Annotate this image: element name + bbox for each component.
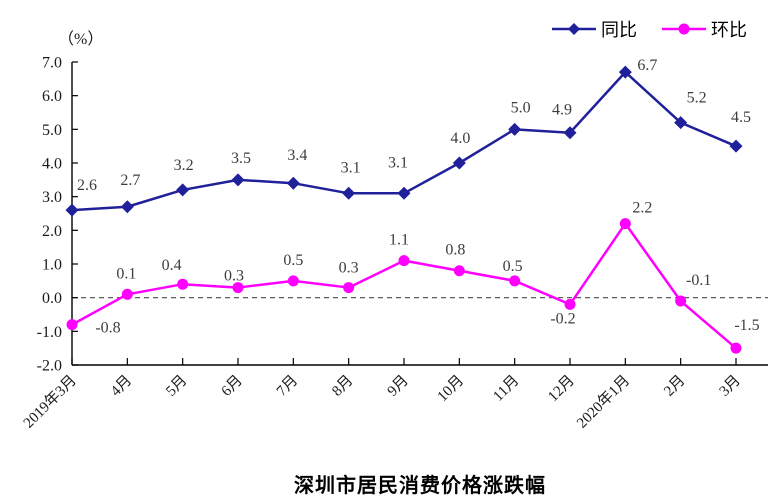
data-label-yoy: 4.0 [450, 130, 470, 147]
data-point-mom [619, 218, 631, 230]
data-point-yoy [231, 173, 245, 187]
x-axis-label: 2019年3月 [20, 372, 80, 432]
data-point-mom [564, 298, 576, 310]
y-axis-label: 4.0 [42, 156, 62, 173]
data-label-yoy: 2.6 [77, 177, 97, 194]
y-axis-label: 0.0 [42, 290, 62, 307]
y-axis-label: 7.0 [42, 55, 62, 72]
x-axis-label: 11月 [490, 373, 522, 405]
legend-label-yoy: 同比 [601, 20, 637, 40]
data-point-yoy [508, 122, 522, 136]
y-axis-label: -2.0 [37, 358, 62, 375]
chart-title: 深圳市居民消费价格涨跌幅 [294, 475, 546, 497]
x-axis-label: 10月 [435, 373, 468, 406]
data-point-mom [730, 342, 742, 354]
data-point-mom [66, 319, 78, 331]
data-label-yoy: 6.7 [637, 57, 657, 74]
legend-label-mom: 环比 [711, 20, 747, 40]
y-axis-label: -1.0 [37, 324, 62, 341]
x-axis-label: 2020年1月 [573, 372, 633, 432]
data-label-mom: 0.4 [162, 257, 182, 274]
data-label-yoy: 3.2 [174, 157, 194, 174]
legend-marker-mom [678, 23, 690, 35]
x-axis-label: 3月 [717, 373, 744, 400]
data-label-yoy: 3.1 [341, 159, 361, 176]
data-label-mom: 0.1 [116, 265, 136, 282]
data-label-mom: 0.5 [283, 252, 303, 269]
x-axis-label: 4月 [108, 373, 135, 400]
x-axis-label: 12月 [545, 373, 578, 406]
x-axis-label: 9月 [385, 373, 412, 400]
data-point-mom [287, 275, 299, 287]
data-point-yoy [65, 203, 79, 217]
data-point-mom [398, 255, 410, 267]
data-label-mom: -0.1 [686, 272, 711, 289]
data-label-mom: 0.8 [445, 242, 465, 259]
data-point-mom [675, 295, 687, 307]
data-point-yoy [397, 186, 411, 200]
data-label-mom: -0.8 [95, 320, 120, 337]
x-axis-label: 7月 [274, 373, 301, 400]
data-label-yoy: 5.0 [511, 99, 531, 116]
data-point-mom [232, 282, 244, 294]
data-label-yoy: 3.5 [231, 150, 251, 167]
data-label-mom: -0.2 [550, 310, 575, 327]
data-label-mom: 0.3 [339, 260, 359, 277]
x-axis-label: 2月 [661, 373, 688, 400]
data-point-yoy [674, 116, 688, 130]
data-point-yoy [286, 176, 300, 190]
data-label-yoy: 4.5 [731, 109, 751, 126]
legend-marker-yoy [568, 23, 580, 35]
x-axis-label: 6月 [219, 373, 246, 400]
data-point-mom [121, 288, 133, 300]
data-label-yoy: 2.7 [120, 172, 140, 189]
y-axis-label: 6.0 [42, 88, 62, 105]
data-point-yoy [618, 65, 632, 79]
y-axis-unit-label: （%） [58, 30, 103, 48]
y-axis-label: 1.0 [42, 257, 62, 274]
x-axis-label: 8月 [329, 373, 356, 400]
data-point-mom [177, 278, 189, 290]
data-point-yoy [176, 183, 190, 197]
data-point-mom [509, 275, 521, 287]
data-label-mom: 0.5 [503, 258, 523, 275]
chart-plot-area: 7.0 6.0 5.0 4.0 3.0 2.0 1.0 0.0 -1.0 -2.0 （%） 2019年… [20, 20, 768, 432]
data-point-yoy [452, 156, 466, 170]
data-point-yoy [729, 139, 743, 153]
y-axis-label: 5.0 [42, 122, 62, 139]
data-label-mom: 2.2 [632, 200, 652, 217]
data-point-yoy [342, 186, 356, 200]
data-point-yoy [120, 200, 134, 214]
data-label-mom: -1.5 [734, 317, 759, 334]
y-axis-label: 2.0 [42, 223, 62, 240]
y-axis-label: 3.0 [42, 189, 62, 206]
data-point-yoy [563, 126, 577, 140]
data-point-mom [453, 265, 465, 277]
data-label-yoy: 4.9 [552, 102, 572, 119]
data-label-yoy: 5.2 [687, 90, 707, 107]
data-label-mom: 1.1 [389, 232, 409, 249]
data-label-mom: 0.3 [224, 268, 244, 285]
data-label-yoy: 3.1 [388, 154, 408, 171]
data-point-mom [343, 282, 355, 294]
data-label-yoy: 3.4 [287, 147, 307, 164]
x-axis-label: 5月 [163, 373, 190, 400]
